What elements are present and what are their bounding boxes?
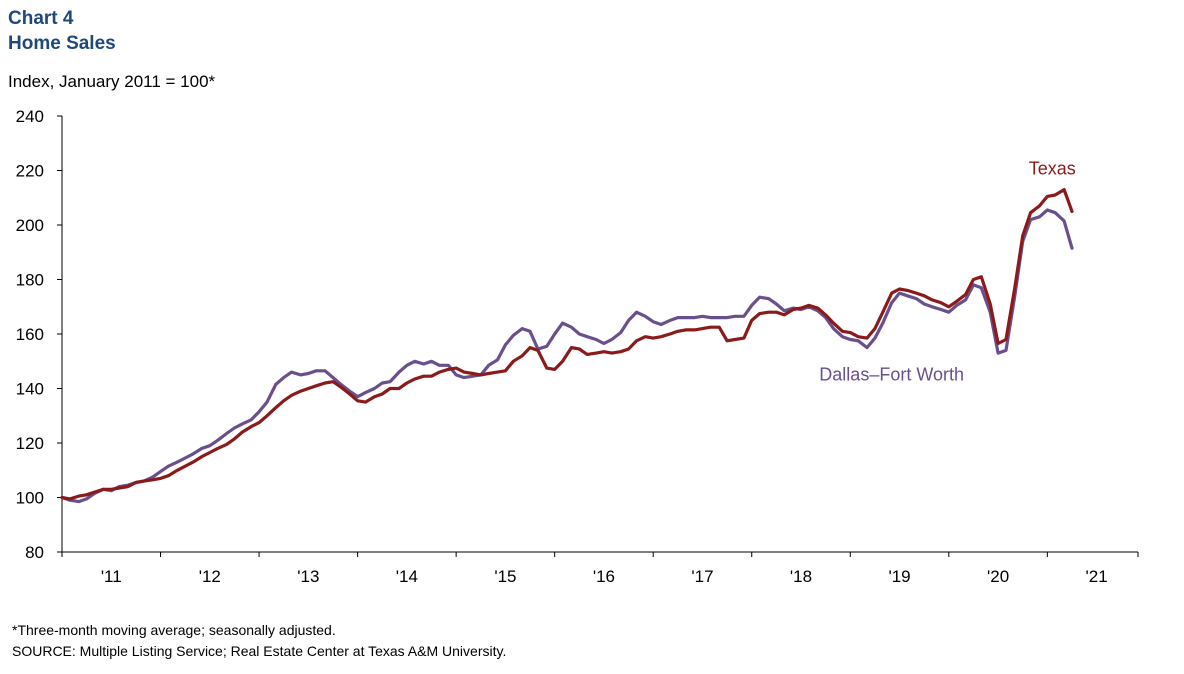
x-tick-label: '12: [199, 567, 221, 586]
chart-number: Chart 4: [8, 8, 74, 29]
x-tick-label: '13: [297, 567, 319, 586]
series-line-texas: [60, 188, 1074, 501]
series-label-texas: Texas: [1029, 159, 1076, 179]
y-tick-label: 140: [16, 380, 44, 399]
series-line-dfw: [60, 208, 1074, 504]
y-tick-label: 200: [16, 216, 44, 235]
y-tick-label: 160: [16, 325, 44, 344]
x-tick-label: '15: [494, 567, 516, 586]
x-tick-label: '20: [987, 567, 1009, 586]
footnote: *Three-month moving average; seasonally …: [12, 622, 336, 638]
y-tick-label: 180: [16, 271, 44, 290]
x-tick-label: '17: [691, 567, 713, 586]
x-tick-label: '19: [888, 567, 910, 586]
chart-notes: *Three-month moving average; seasonally …: [12, 620, 506, 662]
y-tick-label: 240: [16, 107, 44, 126]
series-labels: Texas Dallas–Fort Worth: [819, 159, 1075, 385]
x-tick-label: '14: [396, 567, 418, 586]
series-label-dfw: Dallas–Fort Worth: [819, 364, 964, 384]
series-lines: [60, 188, 1074, 504]
y-tick-label: 120: [16, 434, 44, 453]
y-axis-unit-label: Index, January 2011 = 100*: [8, 72, 216, 91]
x-tick-label: '18: [790, 567, 812, 586]
axes: 80 100 120 140 160 180 200 220 240 '11 '12 '13 '14 '1…: [16, 107, 1139, 586]
x-tick-label: '11: [101, 567, 122, 586]
chart-name: Home Sales: [8, 33, 116, 54]
y-tick-label: 80: [25, 543, 44, 562]
chart-title: Chart 4 Home Sales: [8, 6, 116, 56]
x-tick-label: '16: [593, 567, 615, 586]
y-tick-label: 220: [16, 162, 44, 181]
source-note: SOURCE: Multiple Listing Service; Real E…: [12, 643, 507, 659]
y-tick-label: 100: [16, 489, 44, 508]
x-tick-label: '21: [1086, 567, 1108, 586]
